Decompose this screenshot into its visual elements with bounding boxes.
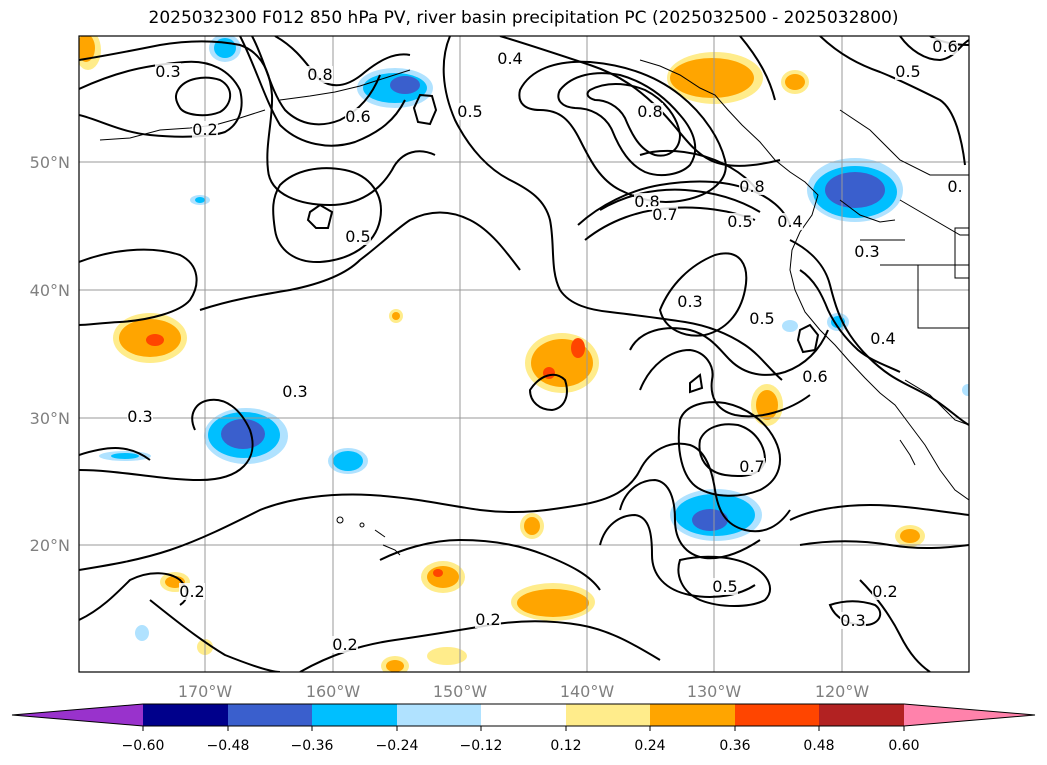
contour-label: 0.4 [777,212,802,231]
lon-axis-labels: 170°W 160°W 150°W 140°W 130°W 120°W [178,682,870,701]
colorbar-extend-high [904,704,1035,726]
negative-patch-northwest [209,36,241,62]
colorbar-tick-label: 0.36 [719,738,750,754]
positive-patch-south [511,583,595,621]
colorbar-tick-label: −0.12 [460,738,503,754]
map-title: 2025032300 F012 850 hPa PV, river basin … [148,8,899,28]
contour-label: 0.6 [802,367,827,386]
lon-label-160w: 160°W [306,682,361,701]
contour-label: 0.3 [155,62,180,81]
lat-label-30n: 30°N [30,409,70,428]
lat-axis-labels: 50°N 40°N 30°N 20°N [30,153,70,555]
plot-frame [78,35,970,673]
colorbar-tick-label: 0.48 [803,738,834,754]
colorbar-tick-label: 0.12 [550,738,581,754]
lon-label-130w: 130°W [687,682,742,701]
contour-label: 0.8 [307,65,332,84]
colorbar-bin [481,704,566,726]
colorbar-bin [819,704,904,726]
colorbar-bin [397,704,481,726]
positive-patch-central [525,333,599,393]
colorbar-bin [650,704,735,726]
positive-patch-gulf-alaska [79,36,809,104]
colorbar-tick-label: −0.24 [376,738,419,754]
colorbar-tick-label: −0.48 [207,738,250,754]
contour-label: 0.2 [179,582,204,601]
contour-label: 0.7 [652,205,677,224]
colorbar-bin [228,704,312,726]
positive-patch-west [113,309,403,363]
colorbar-tick-label: −0.60 [122,738,165,754]
colorbar-bin [566,704,650,726]
contour-label: 0.3 [282,382,307,401]
coastlines [99,59,969,556]
lat-label-40n: 40°N [30,281,70,300]
lat-label-50n: 50°N [30,153,70,172]
lon-label-120w: 120°W [815,682,870,701]
contour-label: 0.3 [840,611,865,630]
contour-labels: 0.30.20.80.6 0.50.40.80.80.7 0.5 0.40.80.50… [127,37,968,654]
contour-label: 0.2 [192,120,217,139]
colorbar-tick-label: 0.60 [888,738,919,754]
contour-label: 0. [947,177,962,196]
contour-label: 0.3 [127,407,152,426]
colorbar-extend-low [12,704,143,726]
contour-label: 0.3 [854,242,879,261]
lon-label-140w: 140°W [560,682,615,701]
contour-label: 0.5 [457,102,482,121]
contour-label: 0.7 [739,457,764,476]
contour-label: 0.5 [895,62,920,81]
plot-area: 0.30.20.80.6 0.50.40.80.80.7 0.5 0.40.80.50… [79,36,969,672]
colorbar: −0.60 −0.48 −0.36 −0.24 −0.12 0.12 0.24 … [11,703,1036,754]
contour-label: 0.2 [475,610,500,629]
negative-patch-pnw [807,158,903,222]
contour-label: 0.8 [637,102,662,121]
lon-label-150w: 150°W [433,682,488,701]
colorbar-ticks: −0.60 −0.48 −0.36 −0.24 −0.12 0.12 0.24 … [122,726,920,754]
colorbar-tick-label: 0.24 [634,738,665,754]
colorbar-bin [143,704,228,726]
contour-label: 0.5 [345,227,370,246]
contour-label: 0.5 [727,212,752,231]
lon-label-170w: 170°W [178,682,233,701]
contour-label: 0.6 [345,107,370,126]
colorbar-bin [735,704,819,726]
contour-label: 0.2 [332,635,357,654]
colorbar-bin [312,704,397,726]
contour-label: 0.6 [932,37,957,56]
contour-label: 0.2 [872,582,897,601]
negative-patch-aleutian [357,68,433,108]
contour-label: 0.4 [870,329,895,348]
contour-label: 0.5 [712,577,737,596]
lat-label-20n: 20°N [30,536,70,555]
gridlines [79,36,969,672]
contour-label: 0.4 [497,49,522,68]
contour-label: 0.5 [749,309,774,328]
colorbar-tick-label: −0.36 [291,738,334,754]
contour-label: 0.8 [739,177,764,196]
negative-patch-west-central [204,408,288,464]
contour-label: 0.3 [677,292,702,311]
